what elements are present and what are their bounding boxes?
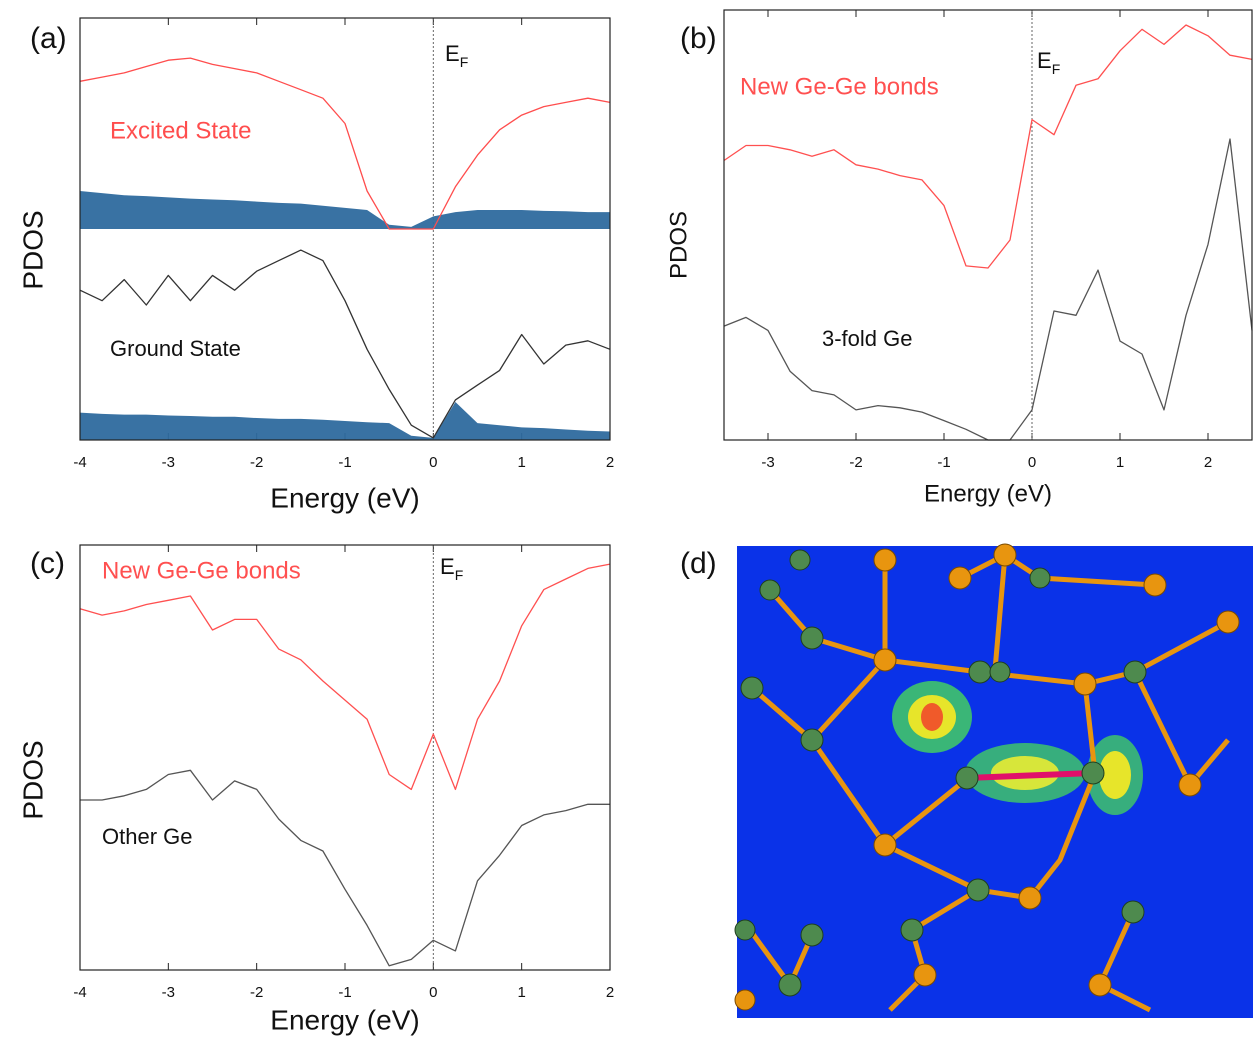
fermi-label-sub: F bbox=[460, 54, 469, 70]
atom bbox=[1216, 610, 1240, 634]
series-label: New Ge-Ge bonds bbox=[102, 557, 301, 584]
ge-atoms bbox=[734, 543, 1240, 1011]
ge-3fold-atoms bbox=[734, 549, 1147, 997]
series-label: New Ge-Ge bonds bbox=[740, 73, 939, 100]
atom bbox=[734, 989, 756, 1011]
x-tick-label: 0 bbox=[1028, 454, 1036, 471]
atom bbox=[913, 963, 937, 987]
series-label: 3-fold Ge bbox=[822, 326, 913, 351]
dos-curve bbox=[79, 249, 611, 439]
x-tick-label: -2 bbox=[849, 454, 862, 471]
atom bbox=[800, 626, 824, 650]
density-lobe bbox=[921, 703, 943, 731]
fermi-label: EF bbox=[1037, 48, 1060, 77]
bond bbox=[992, 554, 1008, 671]
dos-curve bbox=[723, 24, 1253, 269]
x-tick-label: -2 bbox=[250, 454, 263, 471]
atom bbox=[1073, 672, 1097, 696]
fermi-label: EF bbox=[440, 554, 463, 583]
plot-frame bbox=[723, 9, 1253, 441]
fermi-label-sub: F bbox=[455, 567, 464, 583]
fermi-label-main: E bbox=[440, 554, 455, 579]
x-axis-label: Energy (eV) bbox=[270, 1004, 419, 1035]
atom bbox=[968, 660, 992, 684]
atom bbox=[1018, 886, 1042, 910]
fermi-label-sub: F bbox=[1052, 61, 1061, 77]
atom bbox=[900, 918, 924, 942]
bond bbox=[888, 887, 980, 1012]
plot-frame bbox=[79, 544, 611, 971]
new-bond bbox=[966, 770, 1094, 781]
atom bbox=[993, 543, 1017, 567]
dos-band bbox=[80, 191, 610, 229]
atom bbox=[740, 676, 764, 700]
panel-label: (b) bbox=[680, 22, 717, 55]
x-axis-label: Energy (eV) bbox=[924, 480, 1052, 507]
y-axis-label: PDOS bbox=[665, 211, 692, 279]
x-tick-label: -1 bbox=[937, 454, 950, 471]
x-tick-label: -4 bbox=[73, 984, 86, 1001]
x-tick-label: 0 bbox=[429, 984, 437, 1001]
y-axis-label: PDOS bbox=[17, 740, 48, 819]
atom bbox=[1029, 567, 1051, 589]
x-tick-label: 2 bbox=[1204, 454, 1212, 471]
fermi-label-main: E bbox=[1037, 48, 1052, 73]
dos-curve bbox=[80, 769, 610, 967]
atom bbox=[966, 878, 990, 902]
atom bbox=[734, 919, 756, 941]
bond bbox=[883, 683, 1098, 901]
dos-curve bbox=[723, 138, 1253, 441]
x-tick-label: 1 bbox=[517, 984, 525, 1001]
x-tick-label: -3 bbox=[162, 984, 175, 1001]
atom bbox=[1178, 773, 1202, 797]
panel-label: (c) bbox=[30, 547, 65, 580]
series-label: Ground State bbox=[110, 336, 241, 361]
atom bbox=[989, 661, 1011, 683]
atom bbox=[789, 549, 811, 571]
dos-band bbox=[80, 402, 610, 440]
x-tick-label: 0 bbox=[429, 454, 437, 471]
panel-label: (a) bbox=[30, 22, 67, 55]
atom bbox=[873, 548, 897, 572]
atom bbox=[1143, 573, 1167, 597]
y-axis-label: PDOS bbox=[17, 210, 48, 289]
atom bbox=[1123, 660, 1147, 684]
x-tick-label: -1 bbox=[338, 454, 351, 471]
atom bbox=[800, 728, 824, 752]
x-tick-label: -4 bbox=[73, 454, 86, 471]
x-tick-label: 1 bbox=[1116, 454, 1124, 471]
x-tick-label: 1 bbox=[517, 454, 525, 471]
density-lobe bbox=[1099, 751, 1131, 799]
atom bbox=[1081, 761, 1105, 785]
panel-label: (d) bbox=[680, 547, 717, 580]
x-tick-label: 2 bbox=[606, 454, 614, 471]
x-axis-label: Energy (eV) bbox=[270, 482, 419, 513]
dos-curve bbox=[79, 57, 611, 230]
atom bbox=[778, 973, 802, 997]
atom bbox=[873, 648, 897, 672]
x-tick-label: -1 bbox=[338, 984, 351, 1001]
atom bbox=[759, 579, 781, 601]
atom bbox=[1121, 900, 1145, 924]
atom bbox=[873, 833, 897, 857]
plot-frame bbox=[79, 17, 611, 441]
x-tick-label: -3 bbox=[761, 454, 774, 471]
atom bbox=[948, 566, 972, 590]
x-tick-label: 2 bbox=[606, 984, 614, 1001]
atom bbox=[955, 766, 979, 790]
image-panel bbox=[734, 543, 1253, 1018]
series-label: Excited State bbox=[110, 117, 251, 144]
dos-curve bbox=[79, 563, 611, 791]
atom bbox=[1088, 973, 1112, 997]
x-tick-label: -3 bbox=[162, 454, 175, 471]
fermi-label: EF bbox=[445, 41, 468, 70]
bond bbox=[958, 552, 1156, 588]
atom bbox=[800, 923, 824, 947]
series-label: Other Ge bbox=[102, 824, 192, 849]
fermi-label-main: E bbox=[445, 41, 460, 66]
x-tick-label: -2 bbox=[250, 984, 263, 1001]
